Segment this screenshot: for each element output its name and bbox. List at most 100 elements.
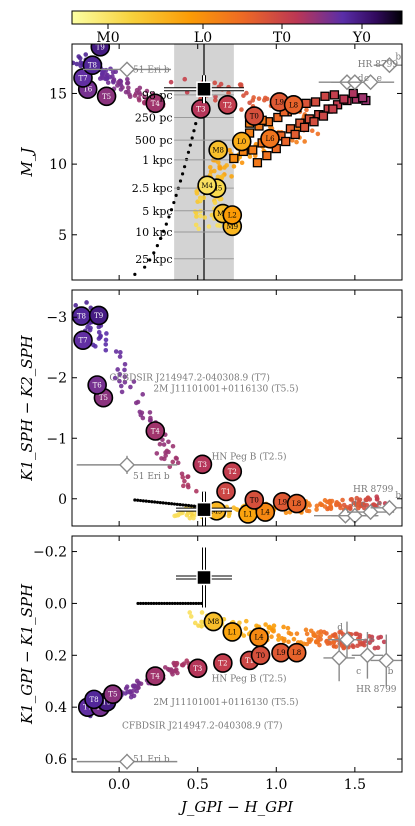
plot-layer: T7T6T9T8T5T4T3T2T1T0L9L8L4L1M8 — [76, 547, 402, 770]
reddening-track-point — [133, 498, 137, 502]
field-object — [131, 683, 137, 689]
target-marker — [196, 81, 212, 97]
distance-label: 2.5 kpc — [132, 182, 173, 195]
field-object — [181, 483, 186, 489]
y-tick-label: −0.2 — [33, 545, 67, 561]
spectral-standard-label: T6 — [93, 382, 103, 390]
field-object — [198, 197, 203, 203]
reddening-track-point — [148, 258, 152, 262]
field-object — [185, 474, 190, 480]
field-object — [128, 384, 133, 390]
reddening-track-point — [194, 121, 198, 126]
annotation-label: 51 Eri b — [133, 755, 170, 765]
field-object — [174, 456, 179, 461]
spectral-standard-marker — [217, 94, 238, 115]
spectral-standard-label: T2 — [218, 660, 227, 668]
spectral-standard-label: L1 — [228, 628, 237, 636]
field-object — [226, 90, 231, 96]
reddening-track-point — [192, 129, 196, 133]
annotation-label: c — [356, 667, 361, 677]
spectral-standard-label: T2 — [228, 468, 237, 476]
binary-square — [329, 90, 340, 100]
field-object — [331, 633, 337, 638]
field-object — [302, 139, 307, 144]
binary-square — [262, 150, 272, 161]
spectral-standard-label: T8 — [89, 696, 98, 704]
reddening-track-point — [178, 179, 183, 183]
reddening-track-point — [192, 504, 196, 508]
annotation-label: 51 Eri b — [133, 472, 170, 482]
field-object — [276, 633, 281, 638]
field-object — [243, 618, 249, 624]
spectral-standard-marker — [197, 175, 217, 196]
reddening-track-point — [175, 502, 179, 506]
spectral-standard-label: T1 — [245, 657, 254, 665]
plot-area — [72, 536, 402, 772]
field-object — [169, 668, 175, 674]
reddening-track-point — [147, 499, 151, 504]
spectral-standard-marker — [231, 131, 252, 152]
field-object — [84, 300, 89, 305]
field-object — [125, 76, 130, 82]
field-object — [175, 460, 181, 466]
y-tick-label: 0.2 — [45, 648, 67, 664]
x-axis-label: J_GPI − H_GPI — [178, 798, 294, 816]
field-object — [244, 90, 249, 96]
reddening-track-point — [169, 208, 174, 212]
reddening-track-point — [182, 165, 187, 169]
field-object — [127, 94, 133, 100]
spectral-standard-marker — [222, 622, 243, 642]
field-object — [318, 501, 323, 507]
field-object — [337, 629, 342, 635]
field-object — [353, 631, 358, 637]
binary-square — [328, 104, 338, 114]
spectral-standard-label: T8 — [77, 313, 86, 321]
comparison-marker — [378, 652, 395, 669]
spectral-standard-label: T2 — [223, 101, 232, 109]
field-object — [122, 367, 127, 373]
field-object — [220, 174, 225, 179]
field-object — [309, 128, 315, 133]
annotation-label: b — [395, 491, 401, 501]
spectral-standard-label: L8 — [292, 649, 301, 657]
annotation-label: b — [388, 667, 394, 677]
spectral-standard-label: T7 — [83, 704, 92, 712]
y-tick-label: 0.0 — [45, 596, 67, 612]
distance-label: 500 pc — [135, 134, 173, 147]
binary-square — [348, 88, 358, 99]
field-object — [125, 80, 131, 86]
comparison-marker — [118, 61, 136, 78]
field-object — [131, 688, 136, 693]
field-object — [357, 632, 363, 638]
field-object — [117, 371, 123, 377]
field-object — [115, 367, 120, 372]
reddening-track-point — [181, 601, 185, 606]
reddening-track-point — [165, 601, 169, 606]
distance-label: 1 kpc — [142, 154, 172, 167]
annotation-label: CFBDSIR J214947.2-040308.9 (T7) — [122, 720, 282, 731]
field-object — [376, 635, 381, 641]
field-object — [291, 636, 297, 642]
field-object — [347, 506, 353, 512]
field-object — [217, 165, 223, 171]
reddening-track-point — [141, 499, 145, 503]
field-object — [247, 154, 253, 159]
field-object — [123, 691, 128, 696]
field-object — [340, 497, 345, 503]
annotation-label: c — [361, 500, 366, 510]
y-axis-label: K1_GPI − K1_SPH — [18, 583, 36, 725]
field-object — [312, 633, 317, 638]
reddening-track-point — [152, 601, 156, 606]
field-object — [126, 85, 131, 91]
binary-square — [358, 93, 368, 103]
spectral-standard-label: L4 — [261, 509, 271, 517]
annotation-label: c — [364, 74, 369, 84]
spectral-standard-label: L0 — [237, 138, 246, 146]
field-object — [213, 94, 218, 99]
annotation-label: d — [351, 500, 357, 510]
field-object — [103, 342, 109, 347]
field-object — [136, 89, 142, 95]
y-tick-label: −1 — [46, 431, 67, 447]
spectral-standard-marker — [192, 454, 213, 475]
field-object — [83, 52, 89, 57]
